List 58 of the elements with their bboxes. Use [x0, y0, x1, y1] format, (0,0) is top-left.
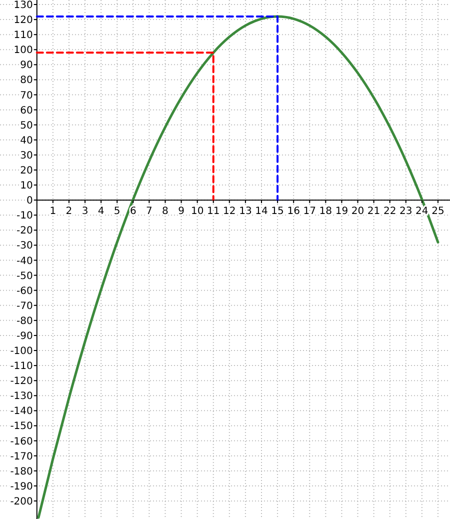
y-tick-label: -30: [16, 240, 33, 252]
y-tick-label: 50: [20, 120, 33, 132]
y-tick-label: -40: [16, 256, 33, 267]
y-tick-label: -70: [16, 300, 33, 312]
y-tick-label: -120: [10, 376, 33, 388]
x-tick-label: 6: [130, 206, 136, 218]
y-tick-label: 60: [20, 105, 33, 116]
x-tick-label: 8: [162, 206, 168, 218]
x-tick-label: 4: [98, 206, 104, 218]
y-tick-label: -60: [16, 286, 33, 297]
y-tick-label: 10: [20, 180, 33, 192]
y-tick-label: -200: [10, 496, 33, 508]
x-tick-label: 9: [178, 206, 184, 218]
y-tick-label: -100: [10, 346, 33, 358]
y-tick-label: 100: [14, 45, 33, 56]
x-tick-label: 22: [383, 206, 396, 218]
y-tick-label: 70: [20, 90, 33, 102]
y-tick-label: -90: [16, 330, 33, 342]
y-tick-label: 130: [14, 0, 33, 12]
y-tick-label: 40: [20, 135, 33, 146]
x-tick-label: 20: [351, 206, 364, 218]
x-tick-label: 10: [190, 206, 204, 218]
x-tick-label: 3: [82, 206, 88, 218]
y-tick-label: 80: [20, 75, 33, 86]
x-tick-label: 13: [239, 206, 252, 218]
y-tick-label: -130: [10, 391, 33, 402]
x-tick-label: 12: [223, 206, 236, 218]
x-tick-label: 14: [255, 206, 268, 218]
x-tick-label: 5: [114, 206, 120, 218]
x-tick-label: 18: [319, 206, 332, 218]
y-tick-label: -80: [16, 316, 33, 327]
y-tick-label: -150: [10, 421, 33, 432]
y-tick-label: -10: [16, 210, 33, 222]
y-tick-label: -180: [10, 466, 33, 478]
x-tick-label: 11: [207, 206, 220, 218]
x-tick-label: 19: [335, 206, 348, 218]
x-tick-label: 15: [271, 206, 284, 218]
x-tick-label: 23: [400, 206, 412, 218]
y-tick-label: 0: [26, 196, 33, 207]
y-tick-label: -140: [10, 406, 33, 418]
y-tick-label: -50: [16, 270, 33, 282]
x-tick-label: 7: [146, 206, 152, 218]
x-tick-label: 1: [50, 206, 56, 218]
x-tick-label: 17: [303, 206, 316, 218]
y-tick-label: 120: [14, 15, 33, 26]
x-tick-label: 25: [432, 206, 444, 218]
x-tick-label: 21: [367, 206, 380, 218]
y-tick-label: -190: [10, 481, 33, 492]
x-tick-label: 2: [66, 206, 72, 218]
y-tick-label: -20: [16, 226, 33, 237]
y-tick-label: -160: [10, 436, 33, 448]
y-tick-label: 20: [20, 165, 33, 176]
y-tick-label: -170: [10, 451, 33, 462]
y-tick-label: 110: [14, 30, 33, 42]
y-tick-label: 90: [20, 60, 33, 72]
y-tick-label: 30: [20, 150, 33, 162]
y-tick-label: -110: [10, 361, 33, 372]
x-tick-label: 16: [287, 206, 300, 218]
